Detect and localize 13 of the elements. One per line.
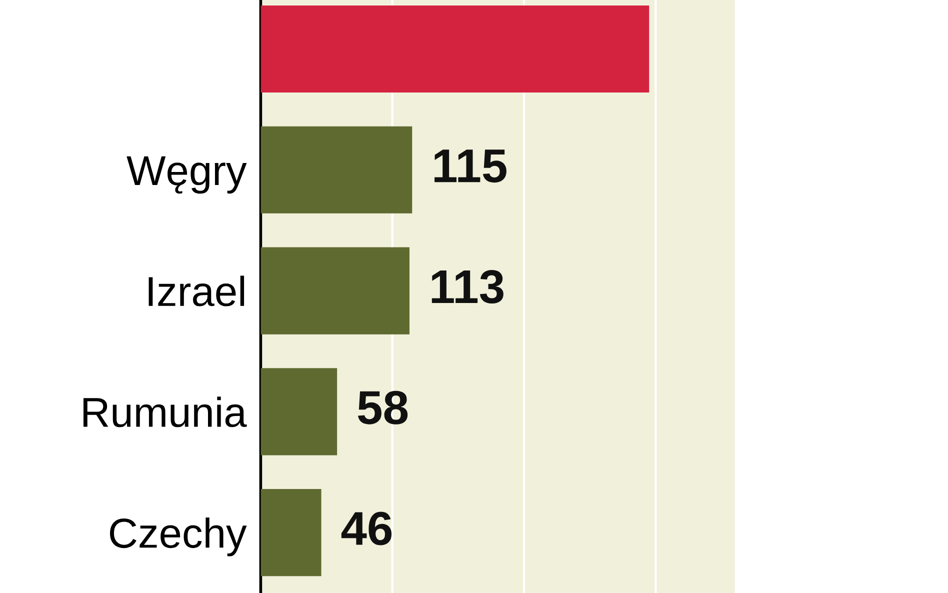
data-label: 115 [434, 150, 506, 183]
data-label: 58 [358, 390, 408, 424]
y-tick-label: Rumunia [83, 396, 247, 428]
bar [260, 368, 338, 456]
bar [260, 489, 322, 576]
y-tick-label: Czechy [110, 517, 247, 556]
bar [260, 6, 650, 93]
y-tick-label: Izrael [148, 276, 244, 306]
bar [260, 126, 412, 214]
data-label: 113 [432, 270, 504, 304]
data-label: 46 [341, 512, 392, 546]
y-tick-label: Węgry [126, 156, 247, 194]
bar [260, 247, 410, 334]
